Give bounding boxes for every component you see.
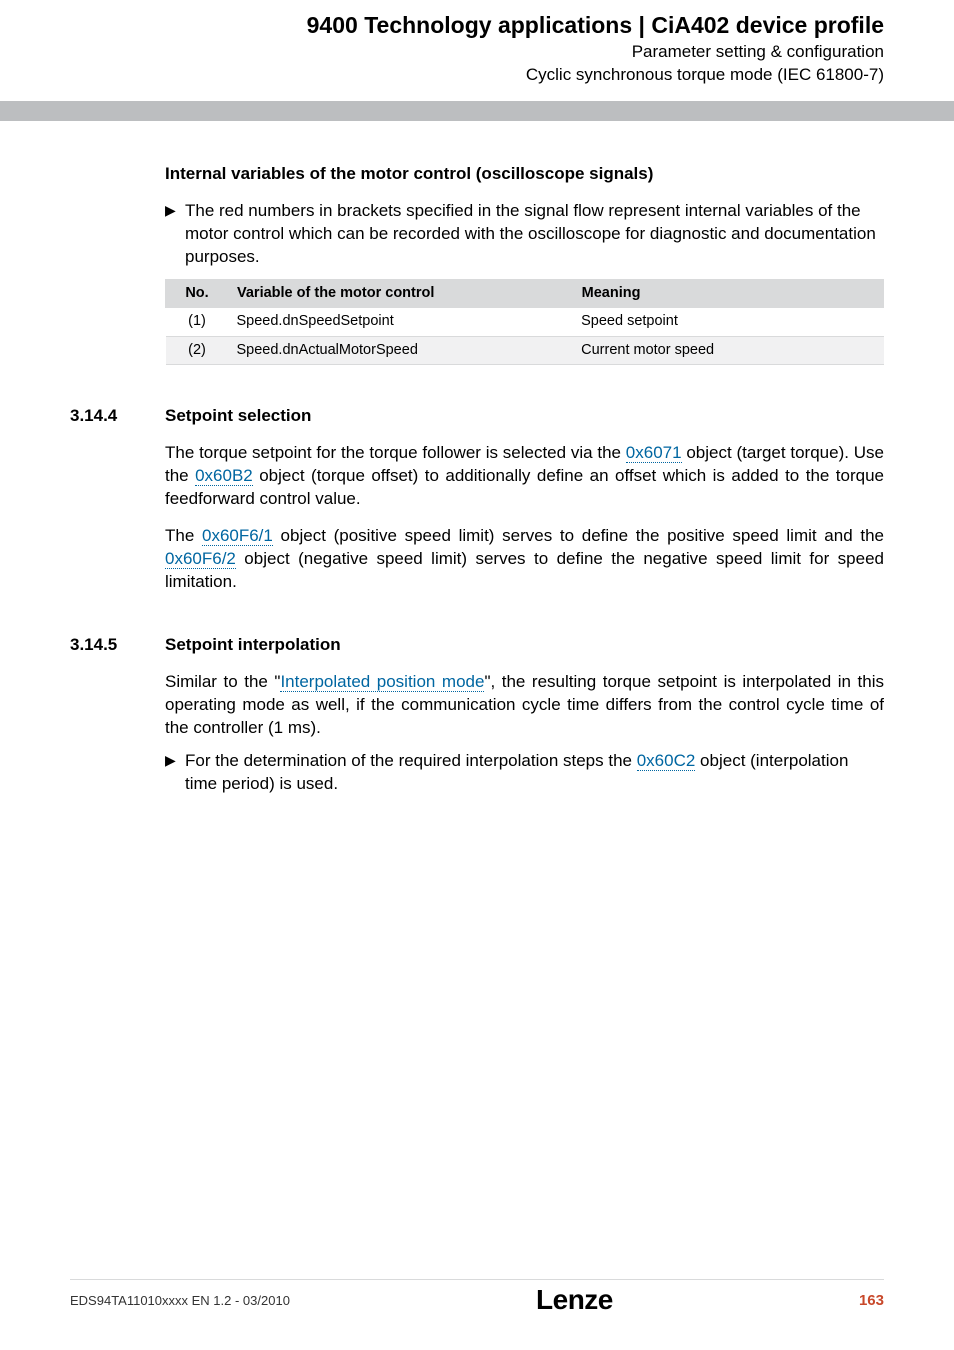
table-header-row: No. Variable of the motor control Meanin… (166, 279, 884, 308)
footer-docid: EDS94TA11010xxxx EN 1.2 - 03/2010 (70, 1293, 290, 1308)
object-link[interactable]: 0x60F6/1 (202, 526, 273, 546)
cell-no: (1) (166, 308, 229, 337)
cell-no: (2) (166, 336, 229, 365)
section-number: 3.14.4 (70, 405, 165, 428)
block1-body: ▶ The red numbers in brackets specified … (70, 200, 884, 366)
bullet-item: ▶ For the determination of the required … (165, 750, 884, 796)
paragraph: The torque setpoint for the torque follo… (165, 442, 884, 511)
footer: EDS94TA11010xxxx EN 1.2 - 03/2010 Lenze … (0, 1284, 954, 1316)
section-3-14-4-body: The torque setpoint for the torque follo… (70, 442, 884, 594)
section-3-14-5: 3.14.5 Setpoint interpolation (70, 634, 884, 657)
block1-heading: Internal variables of the motor control … (70, 163, 884, 186)
text: Similar to the " (165, 672, 280, 691)
object-link[interactable]: 0x60C2 (637, 751, 696, 771)
th-no: No. (166, 279, 229, 308)
paragraph: The 0x60F6/1 object (positive speed limi… (165, 525, 884, 594)
object-link[interactable]: 0x6071 (626, 443, 682, 463)
text: The torque setpoint for the torque follo… (165, 443, 626, 462)
page: 9400 Technology applications | CiA402 de… (0, 0, 954, 1350)
object-link[interactable]: 0x60F6/2 (165, 549, 236, 569)
header: 9400 Technology applications | CiA402 de… (0, 0, 954, 95)
section-number: 3.14.5 (70, 634, 165, 657)
cell-meaning: Speed setpoint (573, 308, 883, 337)
footer-divider (70, 1279, 884, 1280)
triangle-bullet-icon: ▶ (165, 750, 185, 796)
text: object (torque offset) to additionally d… (165, 466, 884, 508)
triangle-bullet-icon: ▶ (165, 200, 185, 269)
cell-meaning: Current motor speed (573, 336, 883, 365)
content: Internal variables of the motor control … (0, 121, 954, 796)
doc-title: 9400 Technology applications | CiA402 de… (0, 12, 884, 39)
bullet-item: ▶ The red numbers in brackets specified … (165, 200, 884, 269)
paragraph: Similar to the "Interpolated position mo… (165, 671, 884, 740)
page-number: 163 (859, 1292, 884, 1309)
lenze-logo: Lenze (536, 1284, 613, 1316)
text: object (positive speed limit) serves to … (273, 526, 884, 545)
th-meaning: Meaning (573, 279, 883, 308)
object-link[interactable]: 0x60B2 (195, 466, 253, 486)
table-row: (1) Speed.dnSpeedSetpoint Speed setpoint (166, 308, 884, 337)
bullet-text: The red numbers in brackets specified in… (185, 200, 884, 269)
cell-var: Speed.dnSpeedSetpoint (229, 308, 574, 337)
table-row: (2) Speed.dnActualMotorSpeed Current mot… (166, 336, 884, 365)
mode-link[interactable]: Interpolated position mode (280, 672, 484, 692)
section-title: Setpoint interpolation (165, 634, 341, 657)
header-bar (0, 101, 954, 121)
section-3-14-4: 3.14.4 Setpoint selection (70, 405, 884, 428)
doc-subtitle-2: Cyclic synchronous torque mode (IEC 6180… (0, 64, 884, 87)
section-title: Setpoint selection (165, 405, 311, 428)
text: For the determination of the required in… (185, 751, 637, 770)
bullet-text: For the determination of the required in… (185, 750, 884, 796)
cell-var: Speed.dnActualMotorSpeed (229, 336, 574, 365)
text: The (165, 526, 202, 545)
text: object (negative speed limit) serves to … (165, 549, 884, 591)
th-var: Variable of the motor control (229, 279, 574, 308)
variables-table: No. Variable of the motor control Meanin… (165, 279, 884, 366)
doc-subtitle-1: Parameter setting & configuration (0, 41, 884, 64)
section-3-14-5-body: Similar to the "Interpolated position mo… (70, 671, 884, 796)
